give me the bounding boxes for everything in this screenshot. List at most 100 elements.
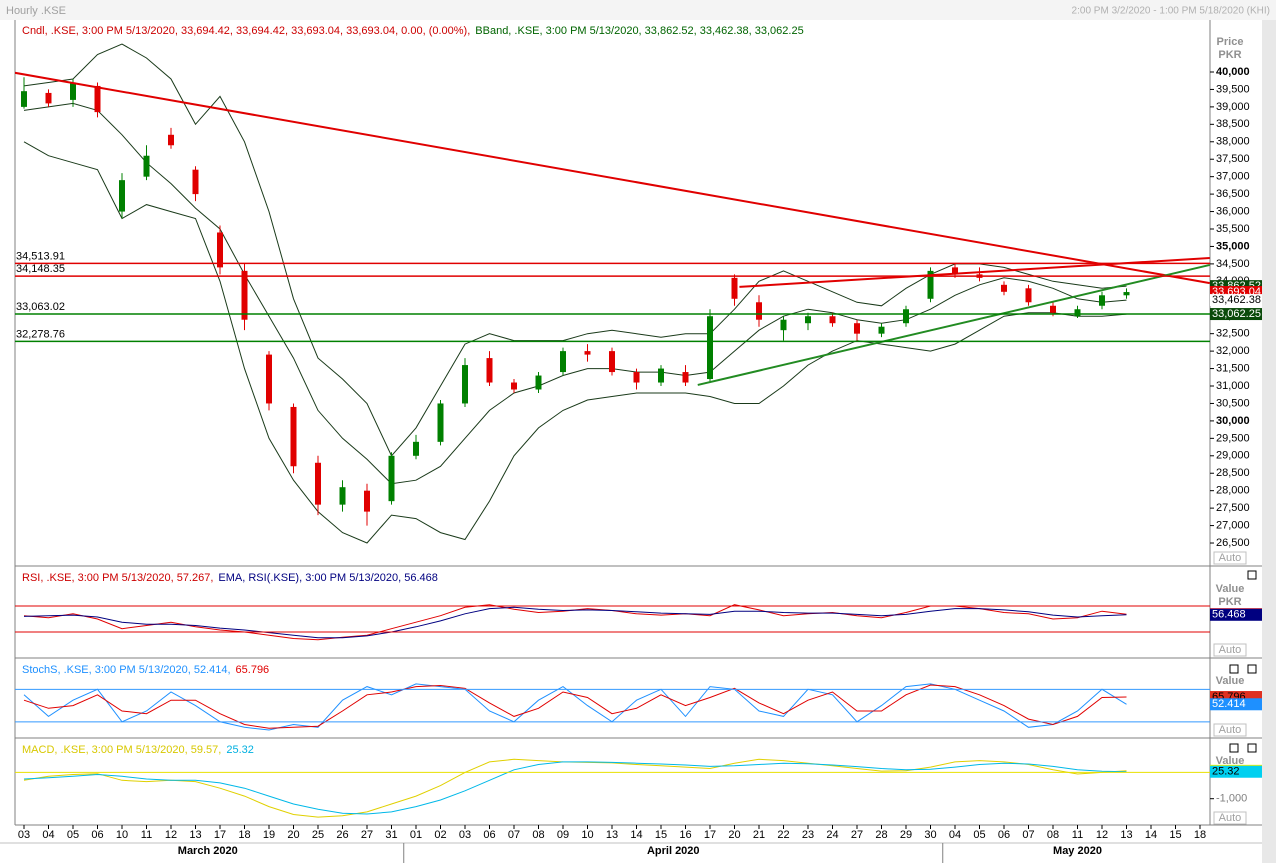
- window-range: 2:00 PM 3/2/2020 - 1:00 PM 5/18/2020 (KH…: [1072, 6, 1270, 17]
- x-tick-label: 20: [728, 829, 740, 841]
- x-tick-label: 11: [1072, 829, 1083, 841]
- y-tick-label: 29,000: [1216, 450, 1250, 462]
- y-tick-label: 30,500: [1216, 397, 1250, 409]
- candle-body: [609, 351, 615, 373]
- axis-caption: Value: [1216, 583, 1245, 595]
- value-box-label: 25.32: [1212, 766, 1240, 778]
- x-tick-label: 12: [1096, 829, 1108, 841]
- plot-area: [23, 683, 1127, 731]
- panel-close[interactable]: [1247, 664, 1257, 674]
- x-tick-label: 03: [459, 829, 471, 841]
- candle-body: [927, 270, 934, 299]
- y-tick-label: 31,500: [1216, 362, 1250, 374]
- candle-body: [560, 351, 566, 373]
- legend: MACD, .KSE, 3:00 PM 5/13/2020, 59.57, 25.…: [22, 744, 254, 756]
- y-tick-label: 35,000: [1216, 240, 1250, 252]
- legend: Cndl, .KSE, 3:00 PM 5/13/2020, 33,694.42…: [22, 25, 804, 37]
- level-label: 34,148.35: [16, 263, 65, 275]
- series-line: [23, 43, 1127, 457]
- candle-body: [903, 309, 909, 324]
- x-tick-label: 24: [826, 829, 838, 841]
- y-tick-label: 39,500: [1216, 83, 1250, 95]
- y-tick-label: 35,500: [1216, 223, 1250, 235]
- panel-close[interactable]: [1247, 743, 1257, 753]
- x-tick-label: 26: [336, 829, 348, 841]
- x-tick-label: 09: [557, 829, 569, 841]
- candle-body: [952, 267, 958, 275]
- x-tick-label: 29: [900, 829, 912, 841]
- trendline: [697, 263, 1210, 386]
- auto-label: Auto: [1219, 812, 1242, 824]
- panel-icons: [1229, 570, 1257, 753]
- candle-body: [168, 134, 174, 146]
- x-tick-label: 31: [385, 829, 397, 841]
- x-tick-label: 14: [630, 829, 642, 841]
- legend-entry: MACD, .KSE, 3:00 PM 5/13/2020, 59.57,: [22, 744, 221, 756]
- x-tick-label: 18: [1194, 829, 1206, 841]
- x-tick-label: 25: [312, 829, 324, 841]
- auto-button[interactable]: [1213, 811, 1247, 825]
- level-label: 32,278.76: [16, 328, 65, 340]
- auto-label: Auto: [1219, 644, 1242, 656]
- candle-body: [119, 180, 125, 212]
- candle-body: [707, 316, 713, 380]
- panel-maximize[interactable]: [1229, 664, 1239, 674]
- legend-entry: RSI, .KSE, 3:00 PM 5/13/2020, 57.267,: [22, 572, 213, 584]
- legend: RSI, .KSE, 3:00 PM 5/13/2020, 57.267, EMA…: [22, 572, 438, 584]
- value-box: [1210, 765, 1262, 778]
- x-tick-label: 18: [238, 829, 250, 841]
- candle-body: [805, 316, 811, 324]
- level-label: 34,513.91: [16, 250, 65, 262]
- window-title: Hourly .KSE: [6, 5, 66, 17]
- auto-button[interactable]: [1213, 723, 1247, 737]
- y-tick-label: 32,000: [1216, 345, 1250, 357]
- y-tick-label: 38,000: [1216, 136, 1250, 148]
- x-tick-label: 06: [91, 829, 103, 841]
- axis-caption: Price: [1217, 36, 1244, 48]
- candle-body: [780, 319, 787, 331]
- candle-body: [1025, 288, 1032, 303]
- candle-body: [364, 490, 370, 512]
- auto-label: Auto: [1219, 552, 1242, 564]
- candle-body: [217, 232, 223, 268]
- candle-body: [413, 441, 419, 456]
- axis-caption: PKR: [1218, 596, 1241, 608]
- candle-body: [388, 455, 395, 502]
- x-tick-label: 01: [410, 829, 422, 841]
- scrollbar[interactable]: [1262, 20, 1276, 863]
- auto-label: Auto: [1219, 724, 1242, 736]
- y-tick-label: -1,000: [1216, 793, 1247, 805]
- x-tick-label: 07: [508, 829, 520, 841]
- auto-button[interactable]: [1213, 643, 1247, 657]
- panel-maximize[interactable]: [1229, 743, 1239, 753]
- candle-body: [535, 375, 542, 390]
- y-tick-label: 28,000: [1216, 485, 1250, 497]
- x-tick-label: 16: [679, 829, 691, 841]
- y-tick-label: 36,000: [1216, 205, 1250, 217]
- x-tick-label: 20: [287, 829, 299, 841]
- panel-close[interactable]: [1247, 570, 1257, 580]
- month-label: May 2020: [1053, 845, 1102, 857]
- candle-body: [682, 372, 689, 383]
- x-tick-label: 03: [18, 829, 30, 841]
- x-tick-label: 15: [655, 829, 667, 841]
- x-tick-label: 14: [1145, 829, 1157, 841]
- x-tick-label: 11: [141, 829, 152, 841]
- axis-caption: Value: [1216, 755, 1245, 767]
- x-tick-label: 17: [704, 829, 716, 841]
- candle-body: [1001, 284, 1007, 292]
- auto-button[interactable]: [1213, 551, 1247, 565]
- x-tick-label: 06: [483, 829, 495, 841]
- candle-body: [756, 302, 762, 320]
- x-tick-label: 13: [606, 829, 618, 841]
- trendline: [15, 71, 1210, 285]
- candle-body: [266, 354, 272, 404]
- value-box-label: 56.468: [1212, 609, 1246, 621]
- candle-body: [658, 368, 664, 383]
- axis-caption: Value: [1216, 675, 1245, 687]
- x-tick-label: 13: [1120, 829, 1132, 841]
- candle-body: [143, 155, 150, 177]
- candle-body: [315, 462, 321, 505]
